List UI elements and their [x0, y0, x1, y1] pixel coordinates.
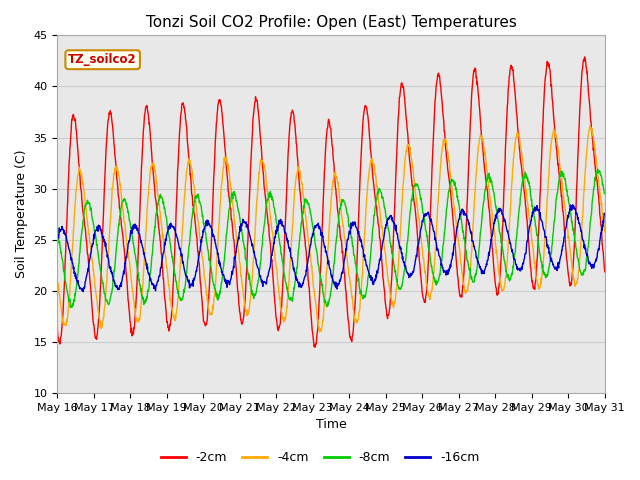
Legend: -2cm, -4cm, -8cm, -16cm: -2cm, -4cm, -8cm, -16cm [156, 446, 484, 469]
Title: Tonzi Soil CO2 Profile: Open (East) Temperatures: Tonzi Soil CO2 Profile: Open (East) Temp… [146, 15, 516, 30]
Text: TZ_soilco2: TZ_soilco2 [68, 53, 137, 66]
X-axis label: Time: Time [316, 419, 346, 432]
Y-axis label: Soil Temperature (C): Soil Temperature (C) [15, 150, 28, 278]
